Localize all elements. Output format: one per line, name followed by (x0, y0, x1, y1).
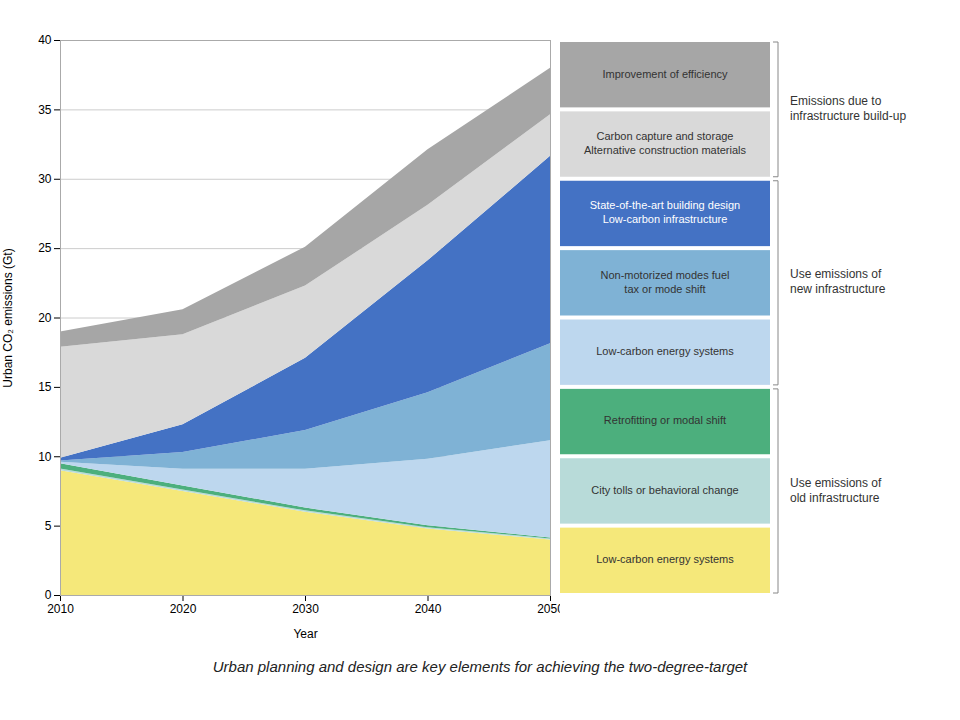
svg-text:40: 40 (38, 33, 52, 47)
html-text:Urban planning and design are: Urban planning and design are key elemen… (212, 658, 748, 675)
svg-text:Carbon capture and storageAlte: Carbon capture and storageAlternative co… (584, 130, 747, 156)
svg-text:State-of-the-art building desi: State-of-the-art building designLow-carb… (590, 199, 740, 225)
svg-text:35: 35 (38, 103, 52, 117)
svg-text:2040: 2040 (415, 602, 442, 616)
svg-text:0: 0 (45, 588, 52, 602)
svg-text:Retrofitting or modal shift: Retrofitting or modal shift (604, 414, 726, 426)
svg-text:City tolls or behavioral chang: City tolls or behavioral change (591, 484, 738, 496)
svg-text:Low-carbon energy systems: Low-carbon energy systems (596, 345, 734, 357)
svg-text:Year: Year (293, 627, 317, 641)
svg-text:2030: 2030 (292, 602, 319, 616)
svg-text:25: 25 (38, 241, 52, 255)
svg-text:30: 30 (38, 172, 52, 186)
svg-text:2020: 2020 (170, 602, 197, 616)
svg-text:2010: 2010 (47, 602, 74, 616)
svg-text:Use emissions ofnew infrastruc: Use emissions ofnew infrastructure (790, 267, 886, 296)
svg-text:Emissions due toinfrastructure: Emissions due toinfrastructure build-up (790, 94, 906, 123)
svg-text:Use emissions ofold infrastruc: Use emissions ofold infrastructure (790, 476, 882, 505)
svg-text:Urban CO₂ emissions (Gt): Urban CO₂ emissions (Gt) (1, 248, 15, 387)
svg-text:Low-carbon energy systems: Low-carbon energy systems (596, 553, 734, 565)
svg-text:Non-motorized modes fueltax or: Non-motorized modes fueltax or mode shif… (600, 269, 729, 295)
svg-text:15: 15 (38, 380, 52, 394)
svg-text:10: 10 (38, 450, 52, 464)
svg-text:5: 5 (45, 519, 52, 533)
svg-text:2050: 2050 (537, 602, 560, 616)
svg-text:Improvement of efficiency: Improvement of efficiency (602, 68, 728, 80)
svg-text:20: 20 (38, 311, 52, 325)
